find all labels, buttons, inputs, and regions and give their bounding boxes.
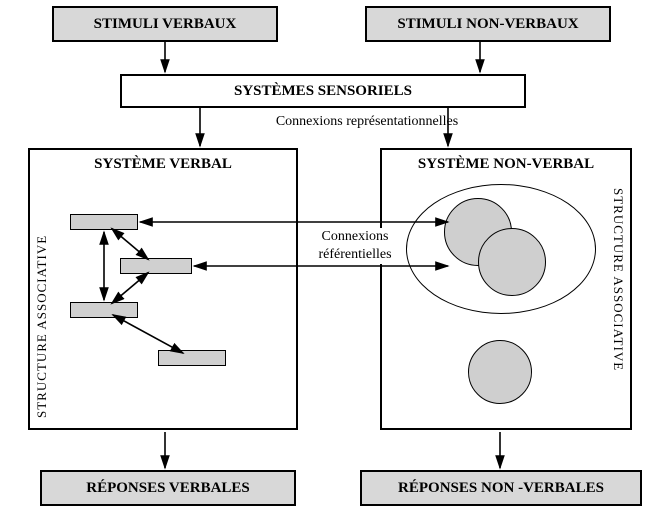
structure-associative-left-label: STRUCTURE ASSOCIATIVE xyxy=(34,188,50,418)
stimuli-verbaux-box: STIMULI VERBAUX xyxy=(52,6,278,42)
connexions-representationnelles-label: Connexions représentationnelles xyxy=(232,114,502,130)
systemes-sensoriels-box: SYSTÈMES SENSORIELS xyxy=(120,74,526,108)
verbal-node xyxy=(120,258,192,274)
systeme-verbal-title: SYSTÈME VERBAL xyxy=(30,156,296,173)
conn-ref-line1: Connexions xyxy=(322,229,389,244)
reponses-verbales-box: RÉPONSES VERBALES xyxy=(40,470,296,506)
reponses-verbales-label: RÉPONSES VERBALES xyxy=(86,480,250,497)
reponses-nonverbales-label: RÉPONSES NON -VERBALES xyxy=(398,480,604,497)
connexions-referentielles-label: Connexions référentielles xyxy=(300,228,410,264)
nonverbal-circle xyxy=(478,228,546,296)
verbal-node xyxy=(70,302,138,318)
conn-ref-line2: référentielles xyxy=(318,247,391,262)
stimuli-nonverbaux-box: STIMULI NON-VERBAUX xyxy=(365,6,611,42)
systeme-verbal-panel: SYSTÈME VERBAL xyxy=(28,148,298,430)
stimuli-verbaux-label: STIMULI VERBAUX xyxy=(94,16,237,33)
reponses-nonverbales-box: RÉPONSES NON -VERBALES xyxy=(360,470,642,506)
verbal-node xyxy=(70,214,138,230)
systemes-sensoriels-label: SYSTÈMES SENSORIELS xyxy=(234,83,412,100)
stimuli-nonverbaux-label: STIMULI NON-VERBAUX xyxy=(397,16,578,33)
diagram-stage: STIMULI VERBAUX STIMULI NON-VERBAUX SYST… xyxy=(0,0,654,516)
nonverbal-circle xyxy=(468,340,532,404)
verbal-node xyxy=(158,350,226,366)
systeme-nonverbal-title: SYSTÈME NON-VERBAL xyxy=(382,156,630,173)
structure-associative-right-label: STRUCTURE ASSOCIATIVE xyxy=(610,188,626,418)
